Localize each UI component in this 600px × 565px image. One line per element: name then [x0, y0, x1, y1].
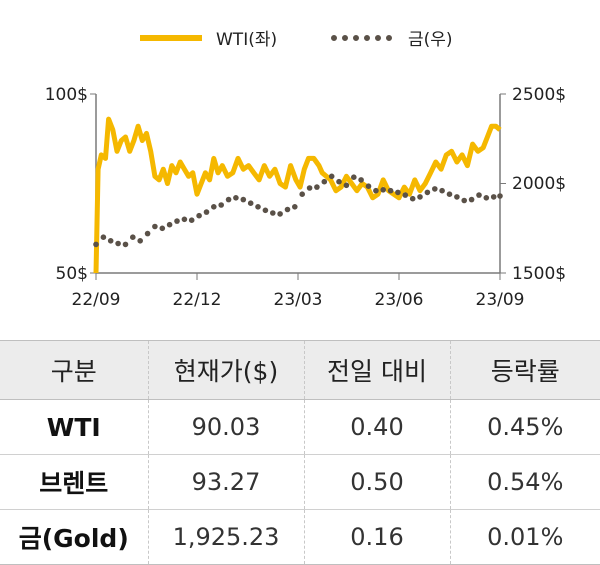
gold-data-point: [166, 221, 173, 228]
gold-data-point: [432, 186, 438, 192]
gold-data-point: [402, 192, 409, 198]
cell-current-price: 93.27: [147, 454, 304, 510]
gold-data-point: [439, 187, 445, 194]
x-tick-label: 23/03: [274, 290, 323, 310]
gold-data-point: [365, 183, 372, 189]
gold-data-point: [144, 230, 151, 237]
header-change-rate: 등락률: [449, 340, 600, 400]
table-row: 금(Gold) 1,925.23 0.16 0.01%: [0, 509, 600, 565]
price-summary-table: 구분 현재가($) 전일 대비 등락률 WTI 90.03 0.40 0.45%…: [0, 340, 600, 565]
gold-data-point: [284, 206, 291, 213]
series-layer: [93, 116, 503, 274]
gold-data-point: [196, 212, 202, 219]
cell-change-rate: 0.01%: [449, 509, 600, 565]
cell-daily-change: 0.40: [303, 399, 450, 455]
gold-data-point: [137, 238, 143, 244]
gold-data-point: [152, 223, 158, 230]
gold-data-point: [417, 194, 423, 200]
gold-data-point: [380, 187, 387, 193]
gold-data-point: [240, 196, 247, 203]
gold-data-point: [314, 184, 320, 190]
row-label: 브렌트: [0, 454, 148, 510]
wti-series-line: [93, 116, 502, 274]
row-label: 금(Gold): [0, 509, 148, 565]
gold-data-point: [107, 238, 114, 244]
gold-data-point: [321, 178, 328, 185]
gold-data-point: [483, 195, 490, 201]
gold-data-point: [351, 174, 357, 180]
gold-data-point: [468, 196, 475, 203]
cell-change-rate: 0.54%: [449, 454, 600, 510]
axes: 100$ 50$ 2500$ 2000$ 1500$ 22/09 22/12 2…: [45, 85, 566, 310]
table-header-row: 구분 현재가($) 전일 대비 등락률: [0, 340, 600, 400]
gold-data-point: [188, 217, 195, 223]
gold-data-point: [387, 187, 394, 194]
right-y-tick-label: 1500$: [512, 264, 566, 284]
gold-data-point: [461, 197, 468, 204]
legend-gold-label: 금(우): [408, 30, 453, 50]
gold-data-point: [233, 195, 239, 201]
gold-data-point: [270, 210, 276, 216]
header-category: 구분: [0, 340, 148, 400]
header-current-price: 현재가($): [147, 340, 304, 400]
gold-data-point: [299, 191, 306, 197]
gold-data-point: [358, 177, 364, 183]
cell-current-price: 1,925.23: [147, 509, 304, 565]
gold-data-point: [130, 234, 136, 240]
gold-series: [93, 173, 503, 248]
header-daily-change: 전일 대비: [303, 340, 450, 400]
gold-data-point: [328, 173, 335, 180]
dual-axis-line-chart: WTI(좌) 금(우) 100$ 50$ 2500$ 2000$ 1500$ 2…: [45, 30, 566, 310]
right-y-tick-label: 2000$: [512, 174, 566, 194]
gold-data-point: [174, 218, 180, 224]
gold-data-point: [454, 194, 460, 200]
x-tick-label: 22/12: [173, 290, 222, 310]
gold-data-point: [181, 216, 188, 223]
cell-daily-change: 0.50: [303, 454, 450, 510]
gold-data-point: [277, 211, 283, 217]
cell-change-rate: 0.45%: [449, 399, 600, 455]
gold-data-point: [218, 202, 224, 208]
gold-data-point: [343, 182, 350, 189]
gold-data-point: [115, 240, 121, 247]
gold-data-point: [409, 195, 416, 202]
gold-data-point: [247, 200, 254, 206]
x-tick-label: 23/06: [375, 290, 424, 310]
gold-data-point: [211, 204, 217, 210]
row-label: WTI: [0, 399, 148, 455]
x-tick-label: 22/09: [72, 290, 121, 310]
cell-current-price: 90.03: [147, 399, 304, 455]
gold-data-point: [93, 241, 99, 248]
gold-data-point: [373, 187, 379, 194]
gold-data-point: [476, 192, 482, 198]
gold-data-point: [159, 225, 166, 232]
gold-data-point: [306, 185, 313, 191]
gold-data-point: [292, 204, 298, 210]
gold-data-point: [424, 189, 431, 196]
table-row: WTI 90.03 0.40 0.45%: [0, 399, 600, 455]
legend-wti-label: WTI(좌): [216, 30, 277, 50]
gold-data-point: [122, 241, 129, 248]
cell-daily-change: 0.16: [303, 509, 450, 565]
left-y-tick-label: 100$: [45, 85, 88, 105]
gold-data-point: [255, 204, 261, 210]
gold-data-point: [262, 207, 269, 214]
gold-data-point: [446, 191, 453, 197]
gold-data-point: [336, 178, 342, 185]
gold-data-point: [203, 209, 210, 215]
gold-data-point: [225, 196, 232, 203]
legend: WTI(좌) 금(우): [140, 30, 453, 50]
left-y-tick-label: 50$: [56, 264, 88, 284]
gold-data-point: [497, 193, 503, 199]
x-tick-label: 23/09: [476, 290, 525, 310]
gold-data-point: [100, 234, 107, 240]
right-y-tick-label: 2500$: [512, 85, 566, 105]
gold-data-point: [490, 194, 497, 200]
table-row: 브렌트 93.27 0.50 0.54%: [0, 454, 600, 510]
gold-data-point: [395, 189, 401, 196]
chart-svg: WTI(좌) 금(우) 100$ 50$ 2500$ 2000$ 1500$ 2…: [45, 30, 566, 310]
